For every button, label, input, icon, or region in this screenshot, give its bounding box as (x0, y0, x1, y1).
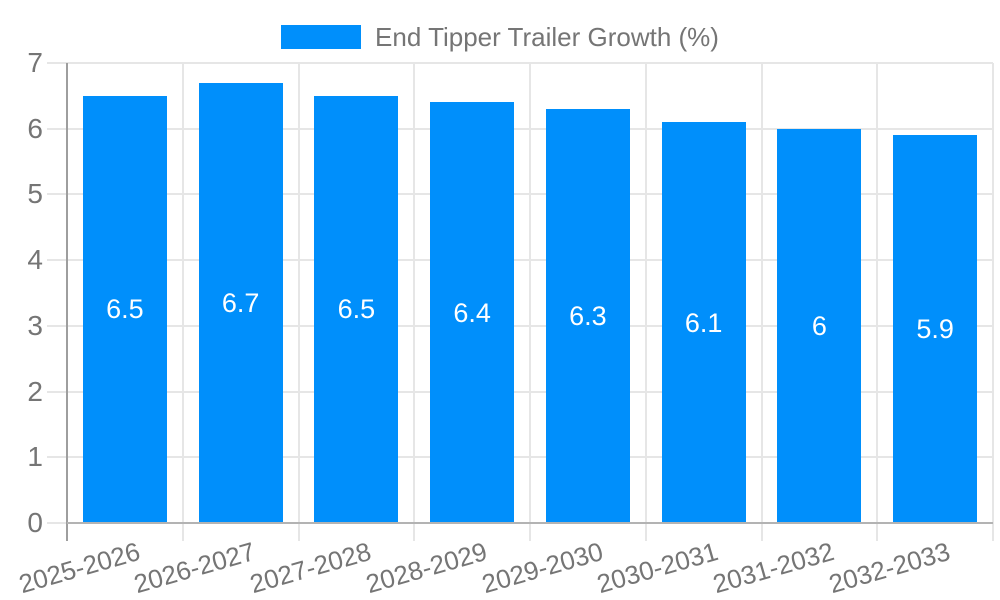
x-axis-tick (760, 523, 763, 541)
y-tick-label: 0 (27, 507, 43, 538)
y-axis-line (66, 63, 68, 541)
x-axis-tick (413, 523, 416, 541)
bar[interactable] (430, 102, 515, 523)
bar[interactable] (198, 82, 283, 523)
x-tick-label: 2029-2030 (478, 536, 606, 600)
bar[interactable] (545, 109, 630, 523)
bar-value-label: 6.1 (684, 307, 723, 338)
bar-value-label: 6.5 (106, 294, 144, 325)
x-grid-line (529, 63, 531, 523)
legend-swatch (281, 25, 362, 49)
x-tick-label: 2031-2032 (709, 536, 838, 600)
bar-value-label: 6.5 (337, 294, 376, 325)
x-tick-label: 2032-2033 (825, 536, 954, 600)
x-grid-line (760, 63, 763, 523)
bar-value-label: 5.9 (916, 314, 954, 345)
y-axis-tick (47, 193, 67, 196)
y-tick-label: 6 (27, 112, 43, 144)
x-tick-label: 2028-2029 (362, 536, 491, 600)
y-axis-tick (47, 456, 67, 459)
bar[interactable] (314, 95, 399, 523)
y-tick-label: 2 (27, 375, 43, 407)
y-axis-tick (47, 62, 67, 64)
x-grid-line (876, 63, 879, 523)
bar-value-label: 6.7 (221, 287, 260, 318)
x-tick-label: 2027-2028 (246, 536, 375, 600)
x-axis-tick (992, 523, 994, 541)
x-tick-label: 2025-2026 (15, 536, 143, 600)
x-axis-tick (297, 523, 300, 541)
bar[interactable] (893, 135, 978, 523)
x-axis-tick (529, 523, 531, 541)
x-tick-label: 2026-2027 (130, 536, 259, 600)
bar-value-label: 6.3 (569, 301, 607, 331)
x-grid-line (181, 63, 184, 523)
bar[interactable] (661, 122, 746, 523)
x-axis-tick (644, 523, 647, 541)
x-grid-line (297, 63, 300, 523)
bar[interactable] (82, 95, 167, 523)
y-axis-tick (47, 127, 67, 130)
y-axis-tick (47, 522, 67, 524)
bar[interactable] (777, 128, 862, 523)
legend[interactable]: End Tipper Trailer Growth (%) (0, 22, 1000, 52)
y-tick-label: 7 (27, 47, 43, 78)
y-tick-label: 3 (27, 309, 43, 341)
x-grid-line (992, 63, 994, 523)
y-tick-label: 5 (27, 178, 43, 210)
x-axis-tick (876, 523, 879, 541)
x-tick-label: 2030-2031 (593, 536, 722, 600)
y-axis-tick (47, 390, 67, 393)
y-axis-tick (47, 324, 67, 327)
x-grid-line (413, 63, 416, 523)
legend-label: End Tipper Trailer Growth (%) (375, 22, 719, 52)
y-tick-label: 1 (27, 441, 43, 473)
x-axis-line (67, 522, 993, 524)
y-tick-label: 4 (27, 244, 43, 276)
y-axis-tick (47, 259, 67, 262)
x-axis-tick (181, 523, 184, 541)
x-grid-line (644, 63, 647, 523)
bar-value-label: 6.4 (453, 297, 491, 328)
bar-value-label: 6 (811, 310, 827, 341)
